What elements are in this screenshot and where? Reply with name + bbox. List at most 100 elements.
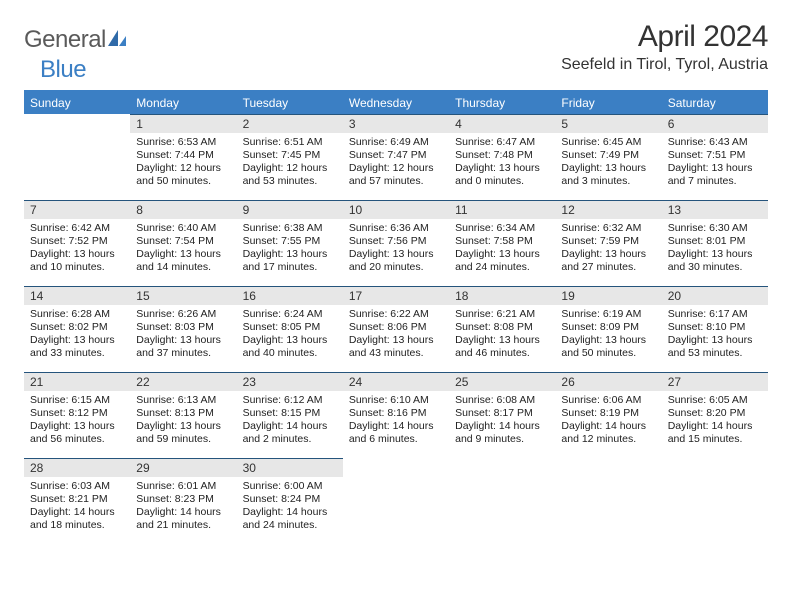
title-block: April 2024 Seefeld in Tirol, Tyrol, Aust… [561,20,768,74]
calendar-week-row: 7Sunrise: 6:42 AMSunset: 7:52 PMDaylight… [24,200,768,286]
day-details: Sunrise: 6:26 AMSunset: 8:03 PMDaylight:… [130,305,236,363]
sunrise-line: Sunrise: 6:24 AM [243,308,337,321]
day-details: Sunrise: 6:13 AMSunset: 8:13 PMDaylight:… [130,391,236,449]
day-details: Sunrise: 6:34 AMSunset: 7:58 PMDaylight:… [449,219,555,277]
daylight-line: Daylight: 14 hours and 9 minutes. [455,420,549,446]
sunrise-line: Sunrise: 6:00 AM [243,480,337,493]
daylight-line: Daylight: 13 hours and 40 minutes. [243,334,337,360]
sunset-line: Sunset: 7:49 PM [561,149,655,162]
calendar-week-row: 28Sunrise: 6:03 AMSunset: 8:21 PMDayligh… [24,458,768,544]
sunset-line: Sunset: 8:12 PM [30,407,124,420]
day-number: 14 [24,286,130,305]
day-details: Sunrise: 6:53 AMSunset: 7:44 PMDaylight:… [130,133,236,191]
day-details: Sunrise: 6:03 AMSunset: 8:21 PMDaylight:… [24,477,130,535]
daylight-line: Daylight: 13 hours and 3 minutes. [561,162,655,188]
day-number: 19 [555,286,661,305]
calendar-day-cell: 15Sunrise: 6:26 AMSunset: 8:03 PMDayligh… [130,286,236,372]
day-number: 22 [130,372,236,391]
day-details: Sunrise: 6:08 AMSunset: 8:17 PMDaylight:… [449,391,555,449]
day-number: 25 [449,372,555,391]
daylight-line: Daylight: 13 hours and 56 minutes. [30,420,124,446]
day-number: 3 [343,114,449,133]
day-details: Sunrise: 6:43 AMSunset: 7:51 PMDaylight:… [662,133,768,191]
sunrise-line: Sunrise: 6:51 AM [243,136,337,149]
day-details: Sunrise: 6:51 AMSunset: 7:45 PMDaylight:… [237,133,343,191]
sunrise-line: Sunrise: 6:32 AM [561,222,655,235]
sunrise-line: Sunrise: 6:43 AM [668,136,762,149]
calendar-day-cell: 9Sunrise: 6:38 AMSunset: 7:55 PMDaylight… [237,200,343,286]
sunrise-line: Sunrise: 6:40 AM [136,222,230,235]
sail-icon [106,28,128,50]
day-number: 9 [237,200,343,219]
logo-word-1: General [24,26,106,54]
day-number: 4 [449,114,555,133]
calendar-day-cell: 1Sunrise: 6:53 AMSunset: 7:44 PMDaylight… [130,114,236,200]
sunset-line: Sunset: 7:58 PM [455,235,549,248]
calendar-day-cell: 7Sunrise: 6:42 AMSunset: 7:52 PMDaylight… [24,200,130,286]
daylight-line: Daylight: 13 hours and 30 minutes. [668,248,762,274]
sunset-line: Sunset: 7:55 PM [243,235,337,248]
calendar-day-cell: 11Sunrise: 6:34 AMSunset: 7:58 PMDayligh… [449,200,555,286]
day-details: Sunrise: 6:15 AMSunset: 8:12 PMDaylight:… [24,391,130,449]
day-number: 29 [130,458,236,477]
daylight-line: Daylight: 13 hours and 20 minutes. [349,248,443,274]
sunset-line: Sunset: 8:16 PM [349,407,443,420]
day-details: Sunrise: 6:45 AMSunset: 7:49 PMDaylight:… [555,133,661,191]
day-details: Sunrise: 6:38 AMSunset: 7:55 PMDaylight:… [237,219,343,277]
sunrise-line: Sunrise: 6:22 AM [349,308,443,321]
daylight-line: Daylight: 13 hours and 53 minutes. [668,334,762,360]
daylight-line: Daylight: 12 hours and 50 minutes. [136,162,230,188]
sunrise-line: Sunrise: 6:05 AM [668,394,762,407]
calendar-week-row: 1Sunrise: 6:53 AMSunset: 7:44 PMDaylight… [24,114,768,200]
calendar-day-cell: 20Sunrise: 6:17 AMSunset: 8:10 PMDayligh… [662,286,768,372]
day-details: Sunrise: 6:06 AMSunset: 8:19 PMDaylight:… [555,391,661,449]
sunrise-line: Sunrise: 6:08 AM [455,394,549,407]
sunrise-line: Sunrise: 6:49 AM [349,136,443,149]
daylight-line: Daylight: 13 hours and 14 minutes. [136,248,230,274]
daylight-line: Daylight: 14 hours and 2 minutes. [243,420,337,446]
sunrise-line: Sunrise: 6:36 AM [349,222,443,235]
day-number: 20 [662,286,768,305]
weekday-header: Friday [555,90,661,114]
calendar-day-cell: 24Sunrise: 6:10 AMSunset: 8:16 PMDayligh… [343,372,449,458]
calendar-day-cell: 8Sunrise: 6:40 AMSunset: 7:54 PMDaylight… [130,200,236,286]
calendar-day-cell: 6Sunrise: 6:43 AMSunset: 7:51 PMDaylight… [662,114,768,200]
sunrise-line: Sunrise: 6:12 AM [243,394,337,407]
calendar-day-cell: 18Sunrise: 6:21 AMSunset: 8:08 PMDayligh… [449,286,555,372]
weekday-header-row: Sunday Monday Tuesday Wednesday Thursday… [24,90,768,114]
daylight-line: Daylight: 12 hours and 53 minutes. [243,162,337,188]
day-number: 5 [555,114,661,133]
calendar-day-cell: 29Sunrise: 6:01 AMSunset: 8:23 PMDayligh… [130,458,236,544]
calendar-day-cell: 22Sunrise: 6:13 AMSunset: 8:13 PMDayligh… [130,372,236,458]
daylight-line: Daylight: 13 hours and 17 minutes. [243,248,337,274]
logo: General [24,20,130,54]
day-number: 16 [237,286,343,305]
calendar-day-cell: 2Sunrise: 6:51 AMSunset: 7:45 PMDaylight… [237,114,343,200]
sunset-line: Sunset: 8:03 PM [136,321,230,334]
day-details: Sunrise: 6:40 AMSunset: 7:54 PMDaylight:… [130,219,236,277]
sunrise-line: Sunrise: 6:34 AM [455,222,549,235]
day-details: Sunrise: 6:30 AMSunset: 8:01 PMDaylight:… [662,219,768,277]
sunrise-line: Sunrise: 6:28 AM [30,308,124,321]
sunrise-line: Sunrise: 6:06 AM [561,394,655,407]
sunrise-line: Sunrise: 6:03 AM [30,480,124,493]
calendar-day-cell: 13Sunrise: 6:30 AMSunset: 8:01 PMDayligh… [662,200,768,286]
day-details: Sunrise: 6:19 AMSunset: 8:09 PMDaylight:… [555,305,661,363]
day-number: 30 [237,458,343,477]
daylight-line: Daylight: 12 hours and 57 minutes. [349,162,443,188]
daylight-line: Daylight: 14 hours and 24 minutes. [243,506,337,532]
day-details: Sunrise: 6:12 AMSunset: 8:15 PMDaylight:… [237,391,343,449]
day-number: 18 [449,286,555,305]
calendar-day-cell [449,458,555,544]
weekday-header: Sunday [24,90,130,114]
sunset-line: Sunset: 7:45 PM [243,149,337,162]
calendar-day-cell: 19Sunrise: 6:19 AMSunset: 8:09 PMDayligh… [555,286,661,372]
day-details: Sunrise: 6:49 AMSunset: 7:47 PMDaylight:… [343,133,449,191]
day-details: Sunrise: 6:36 AMSunset: 7:56 PMDaylight:… [343,219,449,277]
calendar-day-cell: 14Sunrise: 6:28 AMSunset: 8:02 PMDayligh… [24,286,130,372]
day-number: 21 [24,372,130,391]
calendar-day-cell: 4Sunrise: 6:47 AMSunset: 7:48 PMDaylight… [449,114,555,200]
sunset-line: Sunset: 7:52 PM [30,235,124,248]
daylight-line: Daylight: 13 hours and 27 minutes. [561,248,655,274]
day-number: 6 [662,114,768,133]
